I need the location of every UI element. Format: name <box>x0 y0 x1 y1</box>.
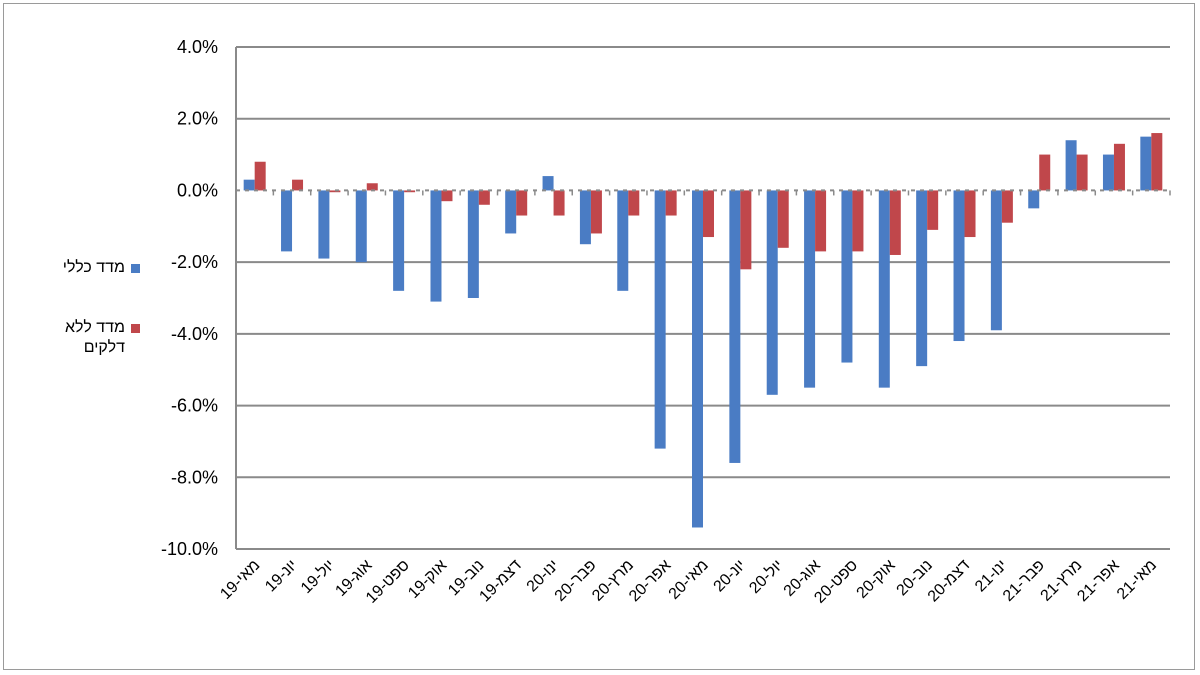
bar-general <box>617 190 629 291</box>
x-tick-label: מאי-20 <box>666 557 712 603</box>
bar-no-fuel <box>1113 143 1125 191</box>
y-tick-label: -8.0% <box>171 467 218 487</box>
bar-no-fuel <box>254 161 266 191</box>
x-tick-label: מאי-21 <box>1114 557 1160 603</box>
bar-general <box>990 190 1002 331</box>
bar-no-fuel <box>740 190 752 270</box>
legend-label-general: מדד כללי <box>62 259 125 276</box>
bar-general <box>1028 190 1040 209</box>
bar-no-fuel <box>703 190 714 238</box>
bar-no-fuel <box>1151 133 1163 191</box>
y-tick-label: -4.0% <box>171 324 218 344</box>
bar-general <box>1140 136 1152 191</box>
bar-no-fuel <box>777 190 789 248</box>
bar-general <box>281 190 293 252</box>
x-tick-label: מאי-19 <box>217 557 263 603</box>
legend-swatch-general <box>131 264 140 273</box>
x-tick-label: פבר-20 <box>552 557 600 605</box>
bar-general <box>243 179 255 191</box>
bar-no-fuel <box>889 190 901 255</box>
bar-no-fuel <box>441 190 453 202</box>
bar-general <box>692 190 703 528</box>
bar-no-fuel <box>329 190 341 193</box>
bar-general <box>505 190 517 234</box>
y-tick-label: 2.0% <box>177 109 218 129</box>
bar-general <box>355 190 367 263</box>
bar-general <box>841 190 853 363</box>
bar-no-fuel <box>1076 154 1088 191</box>
bar-no-fuel <box>366 183 378 191</box>
bar-general <box>766 190 778 395</box>
legend: מדד כללי מדד ללא דלקים <box>30 258 140 398</box>
y-tick-label: -2.0% <box>171 252 218 272</box>
legend-swatch-no-fuel <box>131 324 140 333</box>
x-tick-label: אפר-20 <box>626 557 674 605</box>
bar-no-fuel <box>815 190 827 252</box>
x-tick-label: אוק-20 <box>854 557 899 602</box>
y-axis-labels: 4.0% 2.0% 0.0% -2.0% -4.0% -6.0% -8.0% -10.0% <box>161 37 218 559</box>
bar-general <box>878 190 890 388</box>
bar-general <box>804 190 816 388</box>
bar-general <box>1102 154 1114 191</box>
x-tick-label: יול-19 <box>297 556 338 597</box>
bar-general <box>318 190 330 259</box>
y-tick-label: -10.0% <box>161 539 218 559</box>
x-tick-label: דצמ-20 <box>925 557 974 606</box>
bar-no-fuel <box>628 190 640 216</box>
x-tick-label: יונ-19 <box>262 557 301 596</box>
gridlines <box>235 46 1170 550</box>
bar-no-fuel <box>665 190 677 216</box>
bar-general <box>916 190 928 367</box>
bar-no-fuel <box>1001 190 1013 223</box>
y-tick-label: 4.0% <box>177 37 218 57</box>
bars <box>235 133 1171 528</box>
bar-general <box>393 190 405 291</box>
bar-general <box>953 190 965 342</box>
x-tick-label: דצמ-19 <box>476 557 525 606</box>
bar-general <box>430 190 442 302</box>
x-tick-label: פבר-21 <box>1000 557 1048 605</box>
bar-no-fuel <box>553 190 565 216</box>
bar-general <box>467 190 479 298</box>
x-tick-label: אפר-21 <box>1074 557 1122 605</box>
x-tick-label: יול-20 <box>746 556 787 597</box>
y-tick-label: -6.0% <box>171 396 218 416</box>
bar-general <box>1065 140 1077 191</box>
bar-no-fuel <box>927 190 939 230</box>
bar-no-fuel <box>292 179 304 191</box>
bar-no-fuel <box>590 190 602 234</box>
bar-general <box>729 190 741 463</box>
bar-no-fuel <box>516 190 528 216</box>
legend-item-general: מדד כללי <box>30 258 140 278</box>
legend-label-no-fuel: מדד ללא דלקים <box>64 319 125 356</box>
x-tick-label: אוק-19 <box>405 557 450 602</box>
bar-no-fuel <box>1039 154 1051 191</box>
chart-frame <box>3 3 1195 670</box>
legend-item-no-fuel: מדד ללא דלקים <box>30 318 140 358</box>
bar-general <box>542 176 554 191</box>
x-tick-label: יונ-20 <box>711 557 750 596</box>
bar-no-fuel <box>852 190 864 252</box>
bar-no-fuel <box>964 190 976 238</box>
bar-no-fuel <box>478 190 490 205</box>
y-tick-label: 0.0% <box>177 180 218 200</box>
bar-general <box>579 190 591 245</box>
x-axis-labels: מאי-19יונ-19יול-19אוג-19ספט-19אוק-19נוב-… <box>217 556 1160 607</box>
bar-general <box>654 190 666 449</box>
